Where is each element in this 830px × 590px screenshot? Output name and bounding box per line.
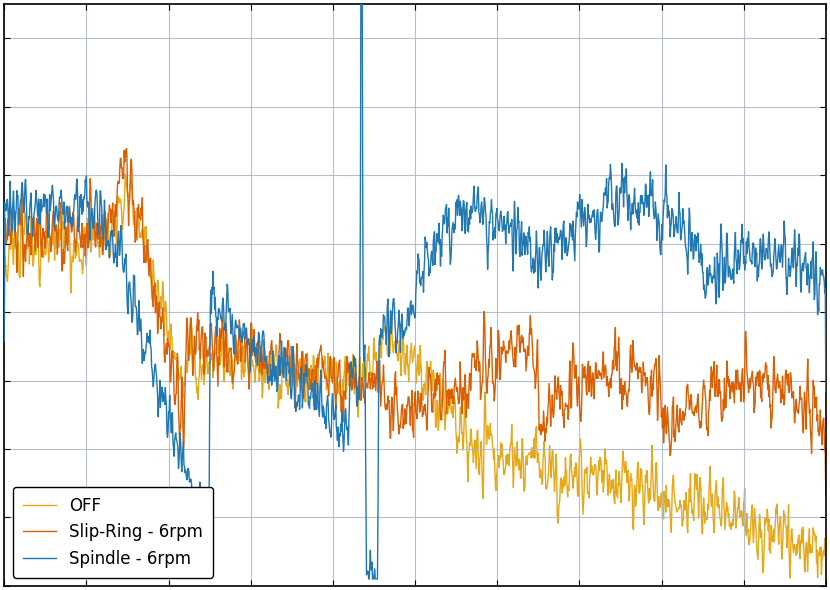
Spindle - 6rpm: [366, 560, 376, 568]
OFF: [821, 553, 830, 560]
Spindle - 6rpm: [63, 218, 73, 225]
OFF: [0, 371, 9, 378]
OFF: [785, 575, 795, 582]
Spindle - 6rpm: [468, 205, 478, 212]
Slip-Ring - 6rpm: [821, 493, 830, 500]
Legend: OFF, Slip-Ring - 6rpm, Spindle - 6rpm: OFF, Slip-Ring - 6rpm, Spindle - 6rpm: [12, 487, 213, 578]
Spindle - 6rpm: [821, 388, 830, 395]
Spindle - 6rpm: [364, 575, 374, 582]
Line: Slip-Ring - 6rpm: Slip-Ring - 6rpm: [4, 149, 826, 497]
Slip-Ring - 6rpm: [380, 404, 390, 411]
OFF: [96, 232, 106, 240]
OFF: [349, 350, 359, 358]
Slip-Ring - 6rpm: [63, 247, 73, 254]
Line: Spindle - 6rpm: Spindle - 6rpm: [4, 0, 826, 579]
OFF: [467, 444, 477, 451]
Slip-Ring - 6rpm: [365, 385, 375, 392]
Spindle - 6rpm: [348, 366, 358, 373]
Line: OFF: OFF: [4, 174, 826, 578]
Spindle - 6rpm: [0, 338, 9, 345]
Slip-Ring - 6rpm: [349, 364, 359, 371]
Slip-Ring - 6rpm: [0, 339, 9, 346]
Slip-Ring - 6rpm: [96, 223, 106, 230]
Slip-Ring - 6rpm: [121, 145, 131, 152]
OFF: [120, 171, 130, 178]
Spindle - 6rpm: [381, 326, 391, 333]
OFF: [63, 219, 73, 226]
Slip-Ring - 6rpm: [467, 350, 477, 357]
OFF: [365, 372, 375, 379]
OFF: [380, 327, 390, 334]
Spindle - 6rpm: [96, 198, 106, 205]
